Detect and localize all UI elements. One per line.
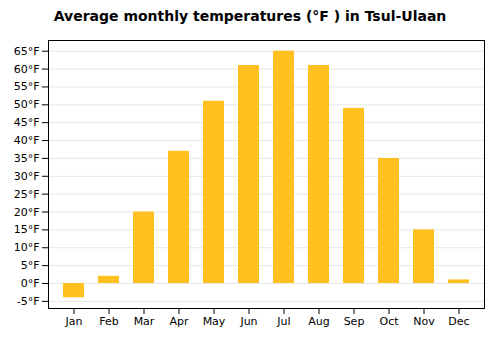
svg-text:15°F: 15°F (14, 223, 40, 236)
svg-text:Dec: Dec (448, 315, 469, 328)
svg-text:Jan: Jan (65, 315, 83, 328)
svg-text:45°F: 45°F (14, 116, 40, 129)
svg-text:Jul: Jul (276, 315, 290, 328)
svg-text:Aug: Aug (308, 315, 329, 328)
svg-text:20°F: 20°F (14, 206, 40, 219)
svg-text:5°F: 5°F (21, 259, 40, 272)
svg-text:Nov: Nov (413, 315, 435, 328)
svg-text:55°F: 55°F (14, 80, 40, 93)
svg-text:-5°F: -5°F (17, 295, 40, 308)
svg-text:40°F: 40°F (14, 134, 40, 147)
svg-text:Sep: Sep (344, 315, 365, 328)
svg-text:25°F: 25°F (14, 188, 40, 201)
svg-text:May: May (203, 315, 226, 328)
svg-text:Mar: Mar (134, 315, 155, 328)
svg-text:60°F: 60°F (14, 63, 40, 76)
svg-text:Oct: Oct (379, 315, 399, 328)
html-text:Average monthly temperatures (: Average monthly temperatures (°F ) in Ts… (53, 8, 447, 24)
svg-text:0°F: 0°F (21, 277, 40, 290)
svg-text:50°F: 50°F (14, 98, 40, 111)
svg-text:30°F: 30°F (14, 170, 40, 183)
svg-text:65°F: 65°F (14, 45, 40, 58)
svg-text:35°F: 35°F (14, 152, 40, 165)
svg-text:Jun: Jun (239, 315, 257, 328)
svg-text:Feb: Feb (99, 315, 118, 328)
svg-text:Apr: Apr (169, 315, 189, 328)
svg-text:10°F: 10°F (14, 241, 40, 254)
